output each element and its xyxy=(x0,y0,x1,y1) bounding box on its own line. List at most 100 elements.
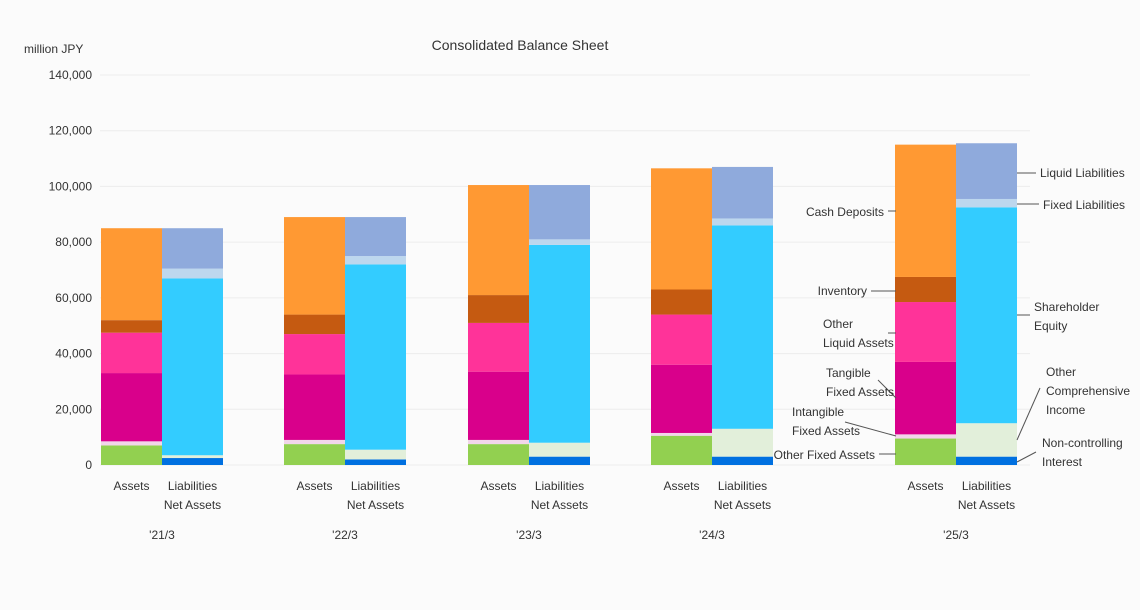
assets-bar-segment-other-liquid-assets xyxy=(284,334,345,375)
liabilities-bar-segment-liquid-liabilities xyxy=(345,217,406,257)
assets-bar-segment-other-fixed-assets xyxy=(468,444,529,465)
assets-bar-segment-cash-deposits xyxy=(284,217,345,315)
liabilities-bar-label: Liabilities xyxy=(351,479,400,493)
assets-bar-label: Assets xyxy=(480,479,516,493)
assets-bar-segment-cash-deposits xyxy=(468,185,529,296)
liabilities-bar-segment-non-controlling-interest xyxy=(956,456,1017,465)
liabilities-bar-segment-fixed-liabilities xyxy=(162,268,223,279)
assets-bar-segment-tangible-fixed-assets xyxy=(101,373,162,442)
assets-bar-segment-other-fixed-assets xyxy=(895,438,956,465)
liabilities-bar-segment-fixed-liabilities xyxy=(529,239,590,245)
net-assets-bar-label: Net Assets xyxy=(164,498,221,512)
assets-bar-segment-inventory xyxy=(895,276,956,303)
annotation-fixed-liabilities: Fixed Liabilities xyxy=(1043,198,1125,212)
period-label: '24/3 xyxy=(699,528,725,542)
liabilities-bar-segment-shareholder-equity xyxy=(529,244,590,443)
liabilities-bar-segment-non-controlling-interest xyxy=(529,456,590,465)
assets-bar-segment-tangible-fixed-assets xyxy=(895,361,956,435)
assets-bar-segment-other-fixed-assets xyxy=(651,435,712,465)
y-tick-label: 20,000 xyxy=(55,402,92,416)
annotation-other-comprehensive-income: Income xyxy=(1046,403,1086,417)
liabilities-bar-segment-non-controlling-interest xyxy=(712,456,773,465)
assets-bar-label: Assets xyxy=(113,479,149,493)
liabilities-bar-segment-fixed-liabilities xyxy=(712,218,773,226)
period-label: '25/3 xyxy=(943,528,969,542)
assets-bar-label: Assets xyxy=(663,479,699,493)
assets-bar-segment-intangible-fixed-assets xyxy=(284,439,345,445)
annotation-tangible-fixed-assets: Tangible xyxy=(826,366,871,380)
annotation-other-liquid-assets: Other xyxy=(823,317,853,331)
assets-bar-segment-cash-deposits xyxy=(651,168,712,290)
assets-bar-segment-tangible-fixed-assets xyxy=(651,364,712,433)
y-tick-label: 120,000 xyxy=(49,124,93,138)
annotation-cash-deposits: Cash Deposits xyxy=(806,205,884,219)
bars xyxy=(101,143,1017,465)
y-tick-label: 60,000 xyxy=(55,291,92,305)
liabilities-bar-segment-other-comprehensive-income xyxy=(162,455,223,459)
net-assets-bar-label: Net Assets xyxy=(714,498,771,512)
liabilities-bar-segment-fixed-liabilities xyxy=(345,256,406,265)
liabilities-bar-label: Liabilities xyxy=(168,479,217,493)
assets-bar-segment-other-liquid-assets xyxy=(468,322,529,372)
annotation-leader-intangible-fixed-assets xyxy=(844,421,897,437)
y-tick-label: 80,000 xyxy=(55,235,92,249)
annotation-liquid-liabilities: Liquid Liabilities xyxy=(1040,166,1125,180)
annotation-other-comprehensive-income: Other xyxy=(1046,365,1076,379)
y-tick-label: 100,000 xyxy=(49,179,93,193)
liabilities-bar-segment-non-controlling-interest xyxy=(345,459,406,465)
y-tick-label: 0 xyxy=(85,458,92,472)
assets-bar-segment-cash-deposits xyxy=(895,144,956,277)
period-label: '21/3 xyxy=(149,528,175,542)
annotations: Liquid Liabilities Fixed Liabilities Cash … xyxy=(774,166,1131,469)
liabilities-bar-segment-liquid-liabilities xyxy=(956,143,1017,199)
assets-bar-segment-other-liquid-assets xyxy=(101,332,162,374)
liabilities-bar-segment-non-controlling-interest xyxy=(162,458,223,465)
annotation-inventory: Inventory xyxy=(818,284,867,298)
assets-bar-label: Assets xyxy=(907,479,943,493)
liabilities-bar-segment-other-comprehensive-income xyxy=(345,449,406,460)
assets-bar-segment-inventory xyxy=(101,320,162,333)
assets-bar-segment-intangible-fixed-assets xyxy=(101,441,162,446)
annotation-intangible-fixed-assets: Intangible xyxy=(792,405,844,419)
assets-bar-segment-intangible-fixed-assets xyxy=(895,434,956,439)
period-label: '22/3 xyxy=(332,528,358,542)
liabilities-bar-segment-shareholder-equity xyxy=(956,207,1017,424)
assets-bar-segment-inventory xyxy=(284,314,345,335)
assets-bar-segment-tangible-fixed-assets xyxy=(468,371,529,440)
liabilities-bar-segment-liquid-liabilities xyxy=(162,228,223,269)
assets-bar-segment-intangible-fixed-assets xyxy=(468,439,529,445)
annotation-other-liquid-assets: Liquid Assets xyxy=(823,336,894,350)
assets-bar-label: Assets xyxy=(296,479,332,493)
assets-bar-segment-cash-deposits xyxy=(101,228,162,321)
y-axis-unit-label: million JPY xyxy=(24,42,83,56)
annotation-intangible-fixed-assets: Fixed Assets xyxy=(792,424,860,438)
x-axis-labels: Assets Liabilities Net Assets '21/3 Assets Li… xyxy=(113,479,1015,542)
liabilities-bar-segment-other-comprehensive-income xyxy=(712,428,773,457)
assets-bar-segment-inventory xyxy=(651,289,712,315)
annotation-leader-non-controlling-interest xyxy=(1016,451,1037,463)
liabilities-bar-segment-other-comprehensive-income xyxy=(956,423,1017,457)
assets-bar-segment-other-liquid-assets xyxy=(895,302,956,362)
net-assets-bar-label: Net Assets xyxy=(347,498,404,512)
liabilities-bar-segment-shareholder-equity xyxy=(162,278,223,456)
period-label: '23/3 xyxy=(516,528,542,542)
annotation-leader-tangible-fixed-assets xyxy=(877,379,897,399)
annotation-shareholder-equity: Equity xyxy=(1034,319,1067,333)
y-tick-label: 40,000 xyxy=(55,347,92,361)
y-tick-label: 140,000 xyxy=(49,68,93,82)
assets-bar-segment-other-liquid-assets xyxy=(651,314,712,365)
annotation-non-controlling-interest: Interest xyxy=(1042,455,1083,469)
annotation-tangible-fixed-assets: Fixed Assets xyxy=(826,385,894,399)
net-assets-bar-label: Net Assets xyxy=(958,498,1015,512)
assets-bar-segment-intangible-fixed-assets xyxy=(651,432,712,436)
assets-bar-segment-tangible-fixed-assets xyxy=(284,374,345,440)
liabilities-bar-segment-liquid-liabilities xyxy=(529,185,590,240)
liabilities-bar-label: Liabilities xyxy=(535,479,584,493)
assets-bar-segment-inventory xyxy=(468,295,529,323)
chart-title: Consolidated Balance Sheet xyxy=(432,37,609,53)
liabilities-bar-segment-fixed-liabilities xyxy=(956,198,1017,208)
liabilities-bar-label: Liabilities xyxy=(718,479,767,493)
annotation-leader-other-comprehensive-income xyxy=(1016,387,1041,441)
